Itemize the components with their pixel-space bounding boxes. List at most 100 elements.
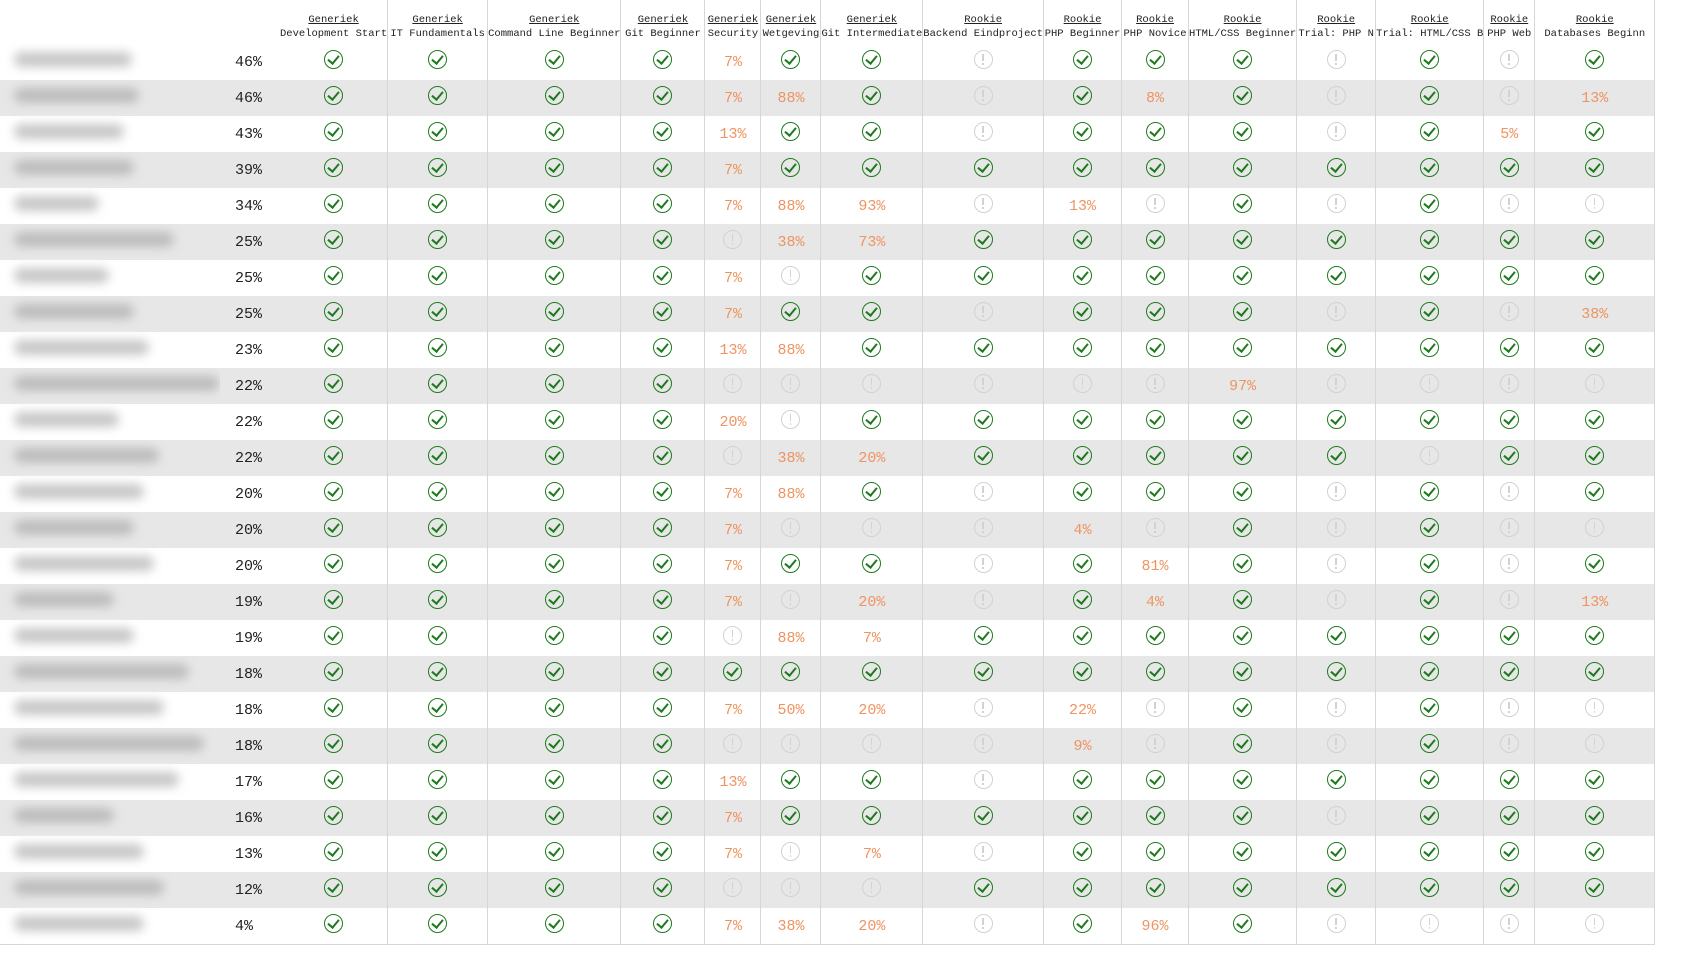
progress-cell[interactable]: [922, 404, 1045, 440]
progress-cell[interactable]: [922, 44, 1045, 80]
progress-cell[interactable]: [1375, 152, 1485, 188]
progress-cell[interactable]: [1043, 332, 1123, 368]
progress-cell[interactable]: [280, 332, 389, 368]
progress-cell[interactable]: 88%: [760, 332, 822, 368]
progress-cell[interactable]: [1188, 296, 1298, 332]
progress-cell[interactable]: 38%: [1534, 296, 1656, 332]
progress-cell[interactable]: [1296, 152, 1377, 188]
progress-cell[interactable]: [1375, 620, 1485, 656]
progress-cell[interactable]: [1483, 512, 1536, 548]
progress-cell[interactable]: [620, 260, 706, 296]
progress-cell[interactable]: [922, 620, 1045, 656]
progress-cell[interactable]: [280, 476, 389, 512]
progress-cell[interactable]: [1375, 296, 1485, 332]
progress-cell[interactable]: [704, 368, 762, 404]
progress-cell[interactable]: [922, 548, 1045, 584]
progress-cell[interactable]: [1296, 296, 1377, 332]
progress-cell[interactable]: [487, 368, 622, 404]
progress-cell[interactable]: 13%: [704, 116, 762, 152]
progress-cell[interactable]: [1534, 116, 1656, 152]
progress-cell[interactable]: [1375, 368, 1485, 404]
progress-cell[interactable]: [387, 656, 489, 692]
progress-cell[interactable]: 73%: [820, 224, 924, 260]
progress-cell[interactable]: 7%: [704, 584, 762, 620]
progress-cell[interactable]: [1188, 872, 1298, 908]
column-group-label[interactable]: Generiek: [412, 14, 463, 26]
column-header[interactable]: Generiek Development Start: [280, 0, 389, 44]
progress-cell[interactable]: [922, 836, 1045, 872]
progress-cell[interactable]: [1534, 548, 1656, 584]
progress-cell[interactable]: [387, 152, 489, 188]
progress-cell[interactable]: [387, 872, 489, 908]
progress-cell[interactable]: [487, 728, 622, 764]
progress-cell[interactable]: [487, 872, 622, 908]
progress-cell[interactable]: [1188, 440, 1298, 476]
progress-cell[interactable]: [922, 152, 1045, 188]
progress-cell[interactable]: [1534, 620, 1656, 656]
progress-cell[interactable]: [280, 620, 389, 656]
progress-cell[interactable]: [1121, 368, 1190, 404]
progress-cell[interactable]: [387, 908, 489, 945]
progress-cell[interactable]: [387, 368, 489, 404]
progress-cell[interactable]: 93%: [820, 188, 924, 224]
progress-cell[interactable]: [280, 116, 389, 152]
progress-cell[interactable]: [387, 260, 489, 296]
progress-cell[interactable]: [1188, 692, 1298, 728]
progress-cell[interactable]: [1121, 620, 1190, 656]
progress-cell[interactable]: [1375, 44, 1485, 80]
progress-cell[interactable]: [820, 872, 924, 908]
progress-cell[interactable]: [280, 548, 389, 584]
progress-cell[interactable]: [280, 872, 389, 908]
progress-cell[interactable]: [1188, 728, 1298, 764]
column-group-label[interactable]: Generiek: [765, 14, 817, 26]
progress-cell[interactable]: [1296, 224, 1377, 260]
column-header[interactable]: Rookie Databases Beginn: [1534, 0, 1656, 44]
progress-cell[interactable]: [620, 656, 706, 692]
progress-cell[interactable]: [704, 872, 762, 908]
progress-cell[interactable]: [1375, 332, 1485, 368]
progress-cell[interactable]: [620, 332, 706, 368]
progress-cell[interactable]: [387, 620, 489, 656]
progress-cell[interactable]: 13%: [704, 332, 762, 368]
progress-cell[interactable]: [387, 764, 489, 800]
progress-cell[interactable]: [1296, 116, 1377, 152]
progress-cell[interactable]: [1375, 656, 1485, 692]
progress-cell[interactable]: 4%: [1121, 584, 1190, 620]
progress-cell[interactable]: [1483, 764, 1536, 800]
progress-cell[interactable]: [387, 440, 489, 476]
progress-cell[interactable]: [1043, 224, 1123, 260]
progress-cell[interactable]: [820, 296, 924, 332]
progress-cell[interactable]: [280, 404, 389, 440]
progress-cell[interactable]: [1043, 476, 1123, 512]
progress-cell[interactable]: [760, 152, 822, 188]
progress-cell[interactable]: [487, 620, 622, 656]
progress-cell[interactable]: [387, 188, 489, 224]
column-group-label[interactable]: Rookie: [1136, 14, 1174, 26]
progress-cell[interactable]: 13%: [1043, 188, 1123, 224]
progress-cell[interactable]: [620, 800, 706, 836]
progress-cell[interactable]: [620, 512, 706, 548]
progress-cell[interactable]: [1043, 116, 1123, 152]
progress-cell[interactable]: 88%: [760, 188, 822, 224]
progress-cell[interactable]: [1121, 800, 1190, 836]
progress-cell[interactable]: 4%: [1043, 512, 1123, 548]
column-header[interactable]: Generiek IT Fundamentals: [387, 0, 489, 44]
progress-cell[interactable]: [280, 440, 389, 476]
progress-cell[interactable]: [1483, 584, 1536, 620]
progress-cell[interactable]: 38%: [760, 908, 822, 945]
progress-cell[interactable]: [704, 620, 762, 656]
progress-cell[interactable]: [1043, 908, 1123, 945]
column-header[interactable]: Rookie PHP Beginner: [1043, 0, 1123, 44]
progress-cell[interactable]: [820, 152, 924, 188]
progress-cell[interactable]: [1121, 224, 1190, 260]
progress-cell[interactable]: [1188, 152, 1298, 188]
progress-cell[interactable]: [1043, 764, 1123, 800]
progress-cell[interactable]: [620, 620, 706, 656]
progress-cell[interactable]: [1483, 476, 1536, 512]
progress-cell[interactable]: [487, 44, 622, 80]
progress-cell[interactable]: [1043, 584, 1123, 620]
progress-cell[interactable]: [1375, 584, 1485, 620]
progress-cell[interactable]: 20%: [704, 404, 762, 440]
progress-cell[interactable]: [1483, 872, 1536, 908]
progress-cell[interactable]: [280, 368, 389, 404]
